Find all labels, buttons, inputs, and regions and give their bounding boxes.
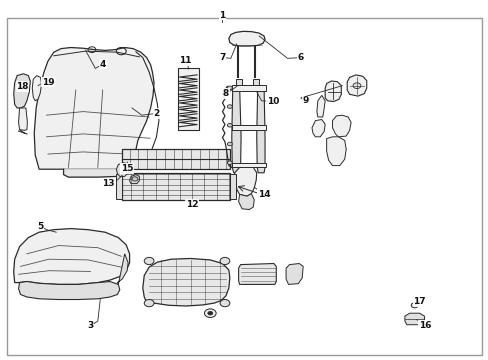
Polygon shape xyxy=(234,166,256,196)
Text: 1: 1 xyxy=(219,11,225,20)
Circle shape xyxy=(227,123,232,127)
Polygon shape xyxy=(404,313,424,325)
Polygon shape xyxy=(116,163,129,176)
Polygon shape xyxy=(285,264,303,284)
Circle shape xyxy=(132,177,138,181)
FancyBboxPatch shape xyxy=(231,125,265,130)
Text: 9: 9 xyxy=(302,96,308,105)
Polygon shape xyxy=(326,137,346,166)
FancyBboxPatch shape xyxy=(177,68,199,130)
Circle shape xyxy=(352,83,360,89)
Text: 17: 17 xyxy=(412,297,425,306)
Text: 11: 11 xyxy=(178,56,191,65)
Polygon shape xyxy=(325,81,341,102)
Polygon shape xyxy=(32,76,41,101)
Text: 16: 16 xyxy=(418,321,431,330)
Text: 4: 4 xyxy=(99,60,106,69)
Polygon shape xyxy=(19,282,120,300)
Polygon shape xyxy=(63,168,131,177)
Polygon shape xyxy=(142,258,229,306)
FancyBboxPatch shape xyxy=(229,174,235,199)
Text: 19: 19 xyxy=(41,78,54,87)
Text: 13: 13 xyxy=(102,179,115,188)
Circle shape xyxy=(227,86,232,90)
Text: 18: 18 xyxy=(16,82,29,91)
Polygon shape xyxy=(238,194,254,210)
FancyBboxPatch shape xyxy=(122,173,229,200)
Polygon shape xyxy=(231,86,241,173)
Circle shape xyxy=(220,257,229,265)
Polygon shape xyxy=(14,229,129,284)
Circle shape xyxy=(204,309,216,318)
Polygon shape xyxy=(311,120,325,137)
Circle shape xyxy=(410,303,417,308)
Circle shape xyxy=(227,161,232,165)
Circle shape xyxy=(144,257,154,265)
Polygon shape xyxy=(117,254,128,284)
Polygon shape xyxy=(129,175,139,184)
FancyBboxPatch shape xyxy=(116,174,122,199)
FancyBboxPatch shape xyxy=(122,149,229,169)
FancyBboxPatch shape xyxy=(231,85,265,91)
Polygon shape xyxy=(19,108,27,130)
FancyBboxPatch shape xyxy=(235,79,241,86)
Text: 8: 8 xyxy=(223,89,228,98)
Polygon shape xyxy=(34,48,154,169)
Polygon shape xyxy=(316,95,325,117)
Polygon shape xyxy=(256,86,264,173)
Circle shape xyxy=(220,300,229,307)
Text: 14: 14 xyxy=(257,190,270,199)
Polygon shape xyxy=(228,31,264,46)
Polygon shape xyxy=(238,264,276,284)
Polygon shape xyxy=(14,74,30,108)
Circle shape xyxy=(227,105,232,108)
Text: 5: 5 xyxy=(38,222,43,231)
Text: 3: 3 xyxy=(87,321,93,330)
Polygon shape xyxy=(332,115,350,137)
Circle shape xyxy=(227,142,232,146)
Text: 15: 15 xyxy=(121,164,133,173)
Text: 6: 6 xyxy=(297,53,303,62)
Circle shape xyxy=(144,300,154,307)
FancyBboxPatch shape xyxy=(252,79,258,86)
Polygon shape xyxy=(346,75,366,96)
Text: 2: 2 xyxy=(153,109,159,118)
FancyBboxPatch shape xyxy=(231,163,265,167)
Text: 10: 10 xyxy=(266,97,279,106)
Text: 7: 7 xyxy=(219,53,225,62)
Text: 12: 12 xyxy=(185,200,198,209)
FancyBboxPatch shape xyxy=(7,18,481,355)
Circle shape xyxy=(207,311,212,315)
